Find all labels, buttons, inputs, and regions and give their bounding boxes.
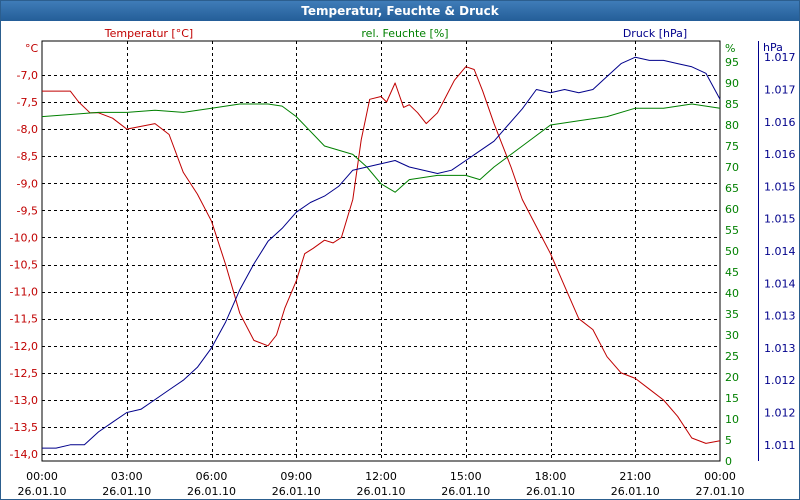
x-tick-time: 09:00 <box>280 470 312 483</box>
humidity-tick-label: 40 <box>725 287 739 300</box>
temp-tick-label: -13,5 <box>10 421 38 434</box>
pressure-tick-label: 1.017 <box>764 83 796 96</box>
x-tick-date: 26.01.10 <box>102 485 151 498</box>
humidity-tick-label: 35 <box>725 308 739 321</box>
humidity-line <box>41 103 721 193</box>
temp-axis-title: Temperatur [°C] <box>104 27 193 40</box>
temperature-line <box>42 66 721 444</box>
pressure-tick-label: 1.013 <box>764 342 796 355</box>
x-tick-time: 21:00 <box>619 470 651 483</box>
pressure-tick-label: 1.014 <box>764 277 796 290</box>
x-tick-date: 26.01.10 <box>611 485 660 498</box>
humidity-tick-label: 60 <box>725 203 739 216</box>
temp-tick-label: -14,0 <box>10 448 38 461</box>
pressure-tick-label: 1.011 <box>764 439 796 452</box>
pressure-tick-label: 1.014 <box>764 245 796 258</box>
pressure-tick-label: 1.016 <box>764 148 796 161</box>
humidity-unit-label: % <box>725 42 735 55</box>
x-tick-time: 03:00 <box>111 470 143 483</box>
humidity-tick-label: 10 <box>725 413 739 426</box>
chart-title: Temperatur, Feuchte & Druck <box>1 1 799 21</box>
temp-tick-label: -11,5 <box>10 313 38 326</box>
temp-unit-label: °C <box>25 42 39 55</box>
humidity-axis-title: rel. Feuchte [%] <box>361 27 448 40</box>
temp-tick-label: -10,5 <box>10 259 38 272</box>
temp-tick-label: -7,0 <box>17 69 38 82</box>
x-tick-time: 00:00 <box>704 470 736 483</box>
x-tick-time: 15:00 <box>450 470 482 483</box>
pressure-tick-label: 1.012 <box>764 407 796 420</box>
humidity-tick-label: 65 <box>725 182 739 195</box>
temp-tick-label: -7,5 <box>17 96 38 109</box>
temp-tick-label: -12,0 <box>10 340 38 353</box>
x-tick-date: 26.01.10 <box>441 485 490 498</box>
x-tick-date: 27.01.10 <box>696 485 745 498</box>
temp-tick-label: -13,0 <box>10 394 38 407</box>
x-tick-time: 12:00 <box>365 470 397 483</box>
humidity-tick-label: 75 <box>725 140 739 153</box>
temp-tick-label: -11,0 <box>10 286 38 299</box>
temp-tick-label: -8,0 <box>17 123 38 136</box>
x-tick-date: 26.01.10 <box>526 485 575 498</box>
x-tick-time: 06:00 <box>196 470 228 483</box>
grid-layer <box>41 40 721 462</box>
pressure-tick-label: 1.012 <box>764 374 796 387</box>
axis-layer: °C -7,0 -7,5 -8,0 -8,5 -9,0 -9,5 -10,0 -10,5 -11,… <box>10 27 796 498</box>
humidity-tick-label: 15 <box>725 392 739 405</box>
humidity-tick-label: 45 <box>725 266 739 279</box>
pressure-unit-label: hPa <box>763 41 783 54</box>
humidity-tick-label: 80 <box>725 119 739 132</box>
temp-tick-label: -8,5 <box>17 150 38 163</box>
humidity-tick-label: 70 <box>725 161 739 174</box>
humidity-tick-label: 25 <box>725 350 739 363</box>
pressure-tick-label: 1.013 <box>764 310 796 323</box>
pressure-tick-label: 1.015 <box>764 180 796 193</box>
humidity-tick-label: 50 <box>725 245 739 258</box>
temp-tick-label: -9,0 <box>17 177 38 190</box>
temp-tick-label: -9,5 <box>17 204 38 217</box>
x-tick-date: 26.01.10 <box>18 485 67 498</box>
pressure-tick-label: 1.015 <box>764 213 796 226</box>
pressure-line <box>42 56 721 449</box>
humidity-tick-label: 90 <box>725 77 739 90</box>
x-tick-time: 18:00 <box>535 470 567 483</box>
x-tick-time: 00:00 <box>26 470 58 483</box>
humidity-tick-label: 55 <box>725 224 739 237</box>
pressure-tick-label: 1.016 <box>764 116 796 129</box>
humidity-tick-label: 30 <box>725 329 739 342</box>
humidity-tick-label: 5 <box>725 434 732 447</box>
pressure-tick-label: 1.017 <box>764 51 796 64</box>
pressure-axis-title: Druck [hPa] <box>623 27 687 40</box>
x-tick-date: 26.01.10 <box>272 485 321 498</box>
humidity-tick-label: 95 <box>725 56 739 69</box>
humidity-tick-label: 0 <box>725 455 732 468</box>
x-tick-date: 26.01.10 <box>357 485 406 498</box>
series-layer <box>41 56 721 449</box>
humidity-tick-label: 20 <box>725 371 739 384</box>
x-tick-date: 26.01.10 <box>187 485 236 498</box>
temp-tick-label: -12,5 <box>10 367 38 380</box>
temp-tick-label: -10,0 <box>10 231 38 244</box>
humidity-tick-label: 85 <box>725 98 739 111</box>
